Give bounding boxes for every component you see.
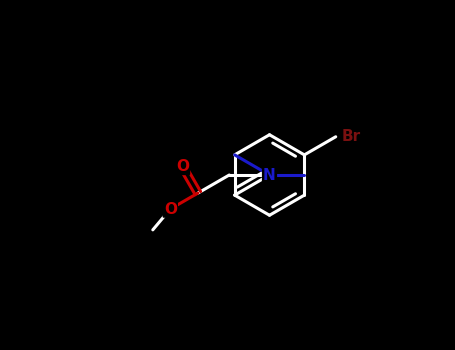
Text: N: N [263,168,276,182]
Text: O: O [176,159,189,174]
Text: Br: Br [342,129,361,144]
Text: O: O [164,202,177,217]
